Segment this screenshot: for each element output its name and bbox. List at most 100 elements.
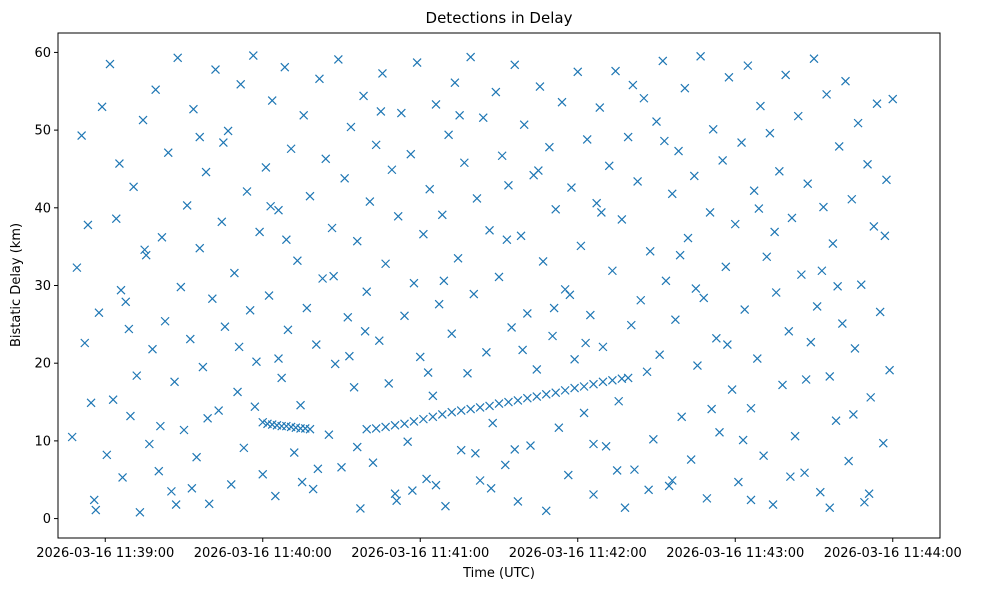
data-point [204, 499, 214, 509]
data-point [258, 417, 268, 427]
data-point [437, 410, 447, 419]
data-point [481, 347, 491, 357]
data-point [211, 65, 220, 74]
data-point [308, 484, 318, 494]
data-point [819, 202, 828, 212]
data-point [581, 338, 591, 348]
data-point [759, 451, 769, 461]
data-point [163, 148, 173, 158]
data-point [393, 211, 403, 221]
data-point [392, 496, 402, 506]
data-point [491, 87, 501, 97]
data-point [560, 385, 570, 395]
data-point [535, 82, 545, 92]
data-point [418, 229, 428, 239]
data-point [80, 338, 90, 348]
data-point [264, 291, 274, 301]
data-point [126, 411, 135, 421]
data-point [667, 476, 677, 485]
data-point [628, 80, 638, 90]
data-point [806, 337, 816, 347]
data-point [390, 489, 400, 499]
data-point [541, 389, 551, 399]
data-point [774, 166, 784, 176]
data-point [450, 78, 460, 88]
data-point [384, 378, 394, 388]
data-point [396, 108, 406, 118]
data-point [494, 399, 504, 409]
data-point [472, 194, 482, 203]
x-tick-label: 2026-03-16 11:44:00 [824, 546, 962, 561]
data-point [333, 54, 343, 64]
data-point [115, 159, 124, 168]
data-point [598, 377, 608, 387]
data-point [579, 408, 589, 418]
data-point [171, 500, 181, 510]
data-point [170, 377, 179, 387]
data-point [533, 166, 543, 175]
data-point [513, 396, 523, 405]
data-point [478, 113, 488, 123]
data-point [875, 307, 885, 317]
data-point [850, 344, 860, 353]
data-point [441, 501, 450, 511]
data-point [313, 464, 323, 474]
data-point [800, 468, 809, 478]
data-point [598, 342, 608, 352]
x-tick-label: 2026-03-16 11:39:00 [36, 546, 174, 561]
data-point [790, 431, 800, 441]
data-point [371, 424, 381, 433]
data-point [116, 285, 126, 295]
data-point [595, 103, 605, 113]
data-point [652, 117, 661, 126]
data-point [138, 115, 148, 125]
data-point [504, 397, 513, 407]
data-point [658, 56, 668, 66]
data-point [245, 305, 255, 315]
data-point [661, 276, 671, 286]
data-point [102, 450, 112, 460]
data-point [349, 382, 359, 392]
data-point [639, 93, 649, 103]
data-point [532, 364, 542, 374]
data-point [686, 455, 696, 464]
data-point [447, 329, 457, 339]
data-point [469, 289, 479, 299]
data-point [195, 132, 205, 142]
data-point [453, 253, 463, 263]
data-point [730, 219, 740, 229]
data-point [360, 326, 370, 336]
data-point [83, 220, 93, 230]
data-point [305, 424, 315, 434]
data-point [239, 443, 249, 453]
data-point [296, 400, 305, 410]
data-point [825, 371, 835, 381]
data-point [630, 465, 639, 475]
data-point [585, 310, 595, 320]
data-point [187, 483, 197, 493]
data-point [718, 155, 728, 165]
data-point [327, 223, 337, 233]
data-point [407, 486, 417, 496]
data-point [365, 197, 375, 207]
data-point [815, 487, 825, 497]
data-point [77, 131, 87, 140]
data-point [422, 474, 431, 484]
data-point [582, 135, 592, 144]
data-point [589, 439, 598, 449]
data-point [89, 495, 99, 505]
data-point [589, 490, 598, 499]
data-point [620, 503, 630, 513]
x-tick-label: 2026-03-16 11:41:00 [351, 546, 489, 561]
data-point [746, 403, 756, 413]
data-point [722, 340, 732, 349]
x-axis-label: Time (UTC) [462, 566, 535, 581]
data-point [242, 187, 252, 196]
y-tick-label: 0 [43, 512, 51, 527]
data-point [488, 418, 498, 428]
data-point [218, 138, 228, 147]
data-point [329, 271, 339, 281]
data-point [563, 470, 573, 480]
data-point [497, 151, 507, 161]
